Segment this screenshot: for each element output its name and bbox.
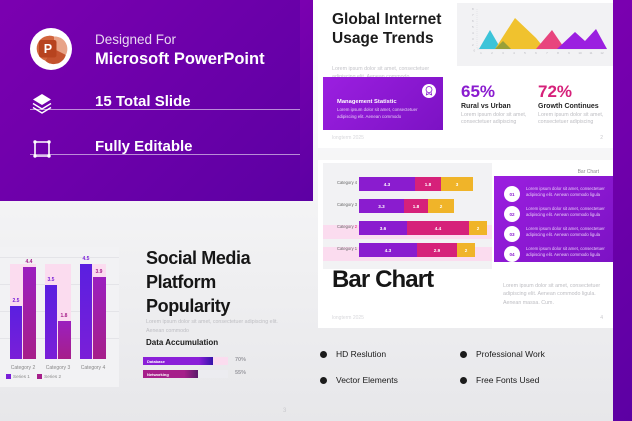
svg-text:5: 5 <box>472 25 474 29</box>
svg-text:2: 2 <box>472 43 474 47</box>
svg-text:5: 5 <box>524 51 526 55</box>
svg-text:6: 6 <box>472 19 474 23</box>
svg-text:8: 8 <box>472 7 474 11</box>
svg-text:4: 4 <box>513 51 515 55</box>
svg-text:2: 2 <box>491 51 493 55</box>
svg-text:10: 10 <box>578 51 582 55</box>
svg-text:3: 3 <box>502 51 504 55</box>
svg-text:6: 6 <box>535 51 537 55</box>
svg-text:7: 7 <box>546 51 548 55</box>
svg-text:9: 9 <box>568 51 570 55</box>
svg-text:4: 4 <box>472 31 474 35</box>
svg-text:0: 0 <box>474 49 476 53</box>
svg-text:11: 11 <box>589 51 592 55</box>
svg-text:3: 3 <box>472 37 474 41</box>
svg-text:P: P <box>44 42 52 56</box>
svg-text:1: 1 <box>480 51 482 55</box>
svg-text:12: 12 <box>600 51 604 55</box>
svg-text:8: 8 <box>557 51 559 55</box>
svg-text:7: 7 <box>472 13 474 17</box>
